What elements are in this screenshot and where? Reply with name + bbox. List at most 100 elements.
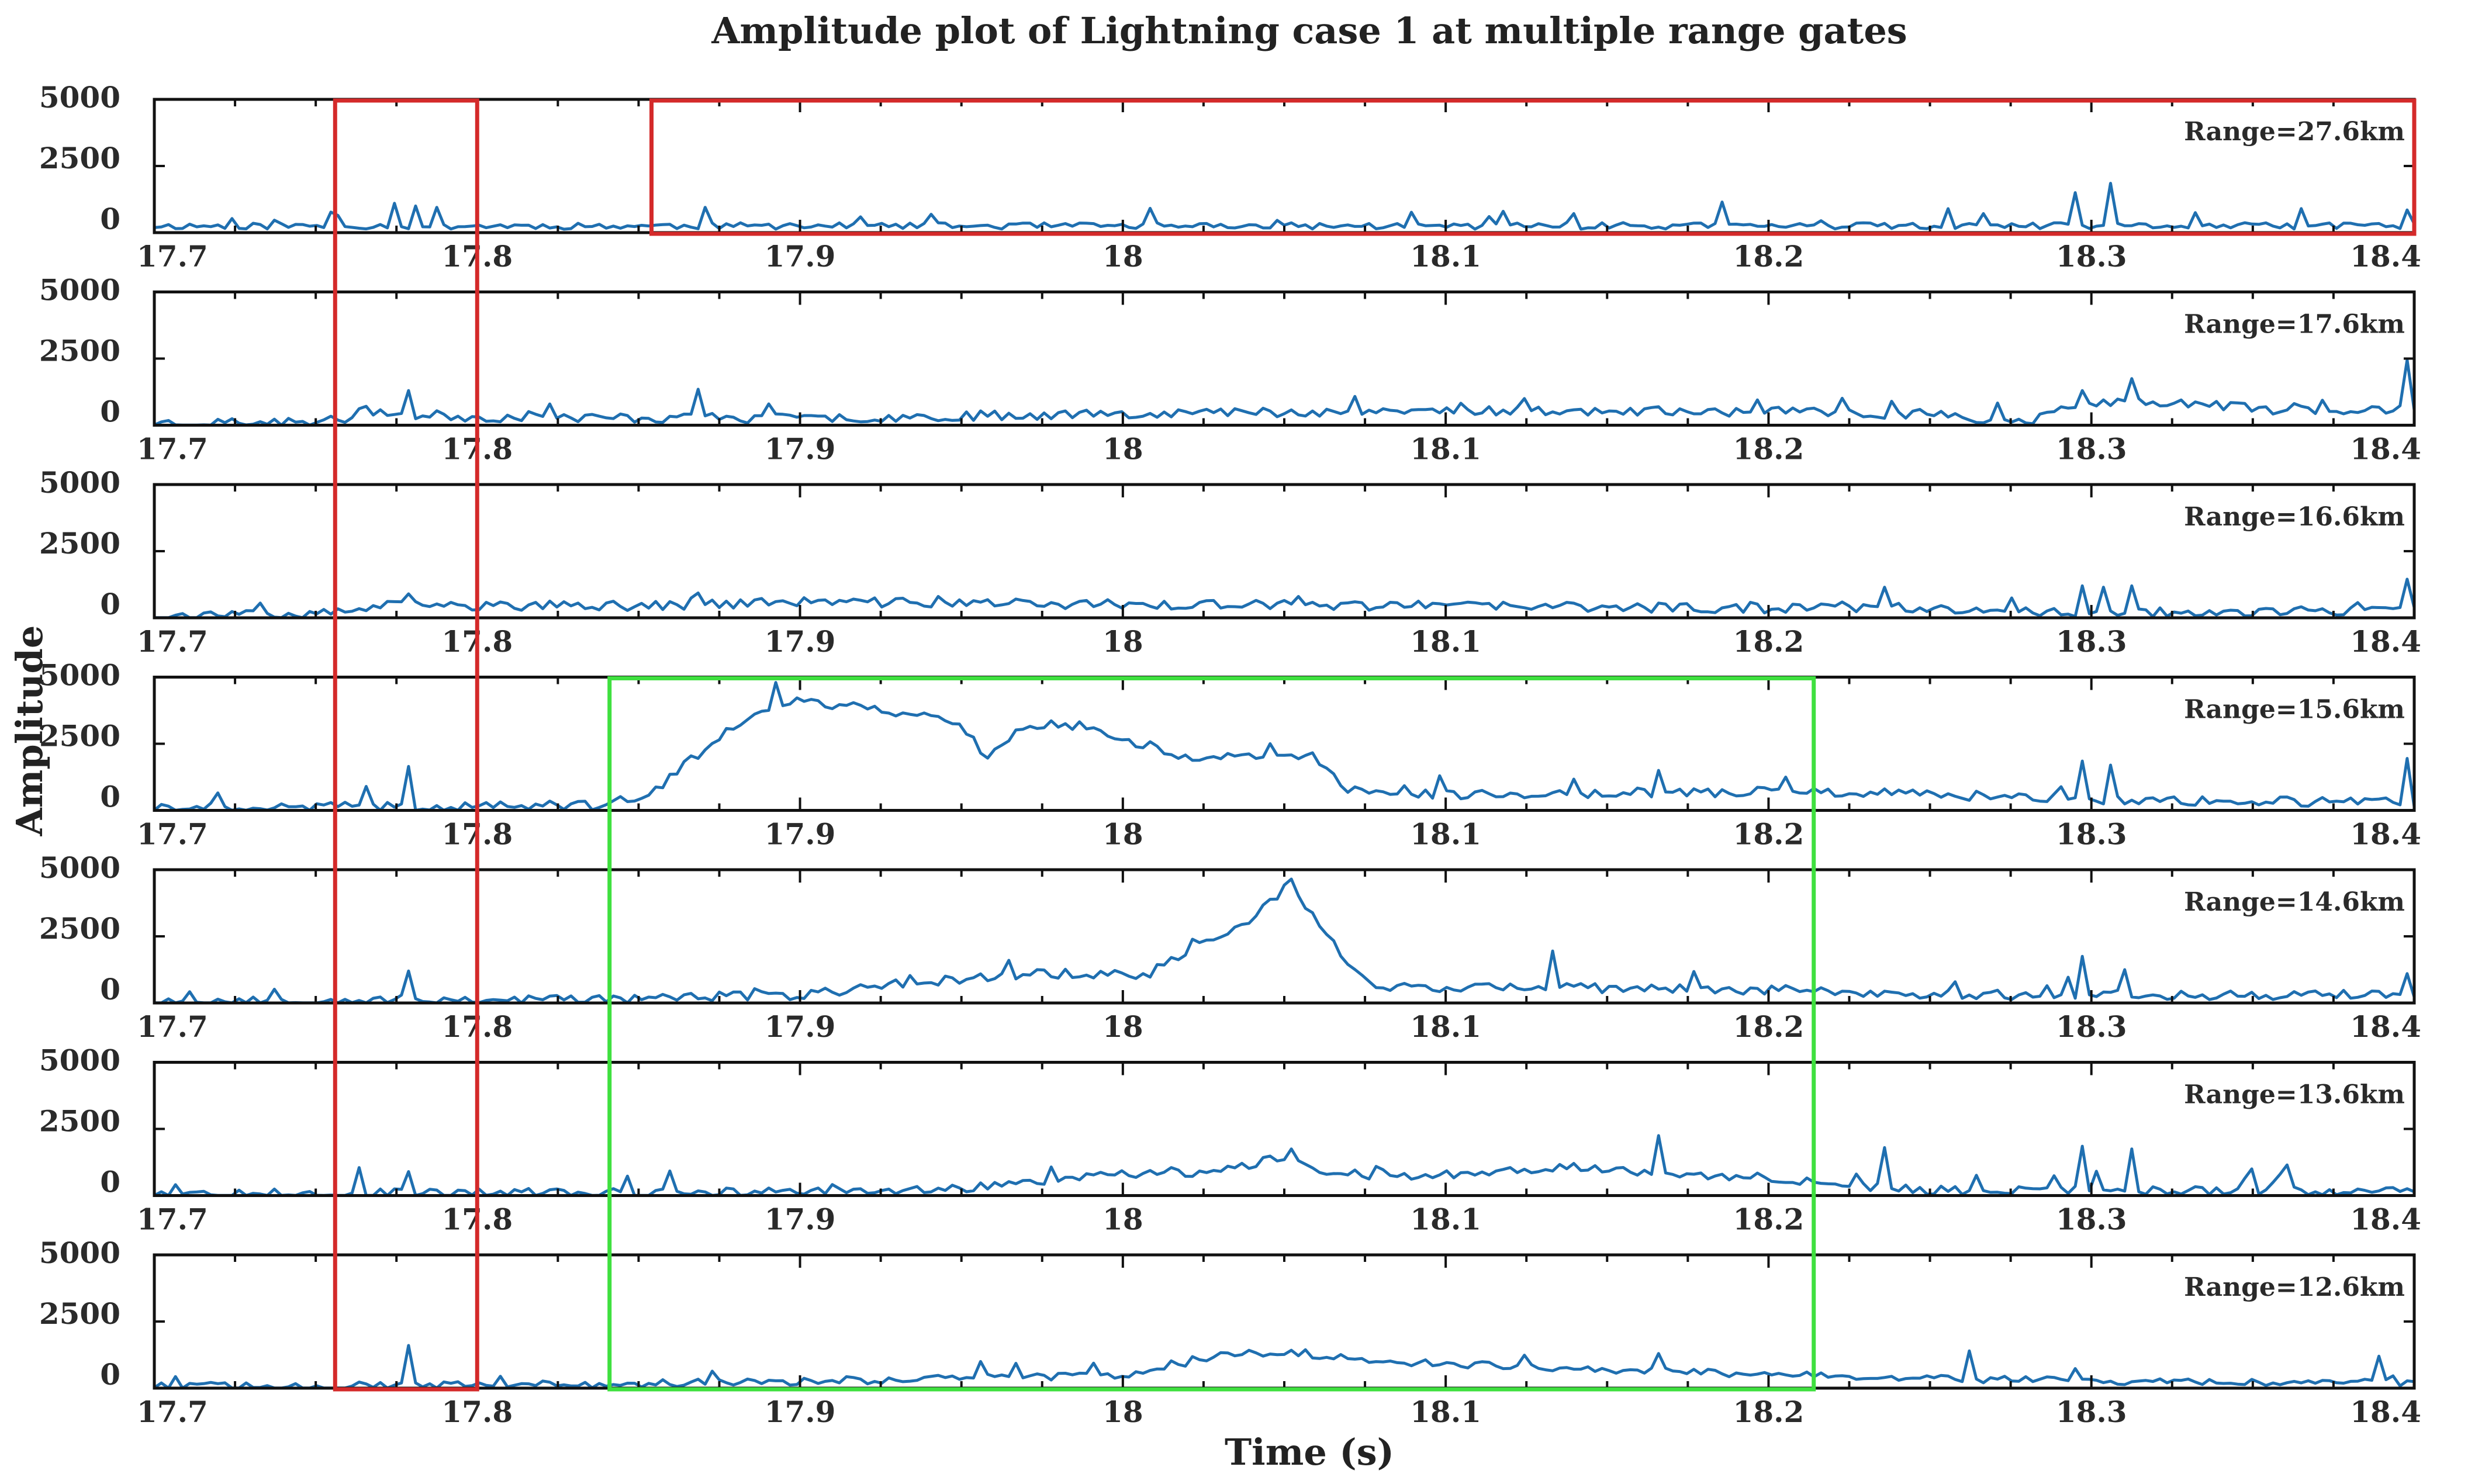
x-tick-label: 18.1 <box>1410 624 1481 659</box>
y-tick-label: 5000 <box>39 1236 120 1270</box>
highlight-box-1 <box>333 98 479 1392</box>
panel-frame <box>153 868 2416 1005</box>
x-tick-label: 17.9 <box>765 239 836 274</box>
x-tick-label: 18 <box>1102 1395 1143 1429</box>
series-line-panel-1 <box>154 182 2416 231</box>
range-label: Range=27.6km <box>2184 117 2405 147</box>
panel-frame <box>153 483 2416 620</box>
x-tick-label: 18.3 <box>2056 1395 2127 1429</box>
y-tick-label: 2500 <box>39 334 120 368</box>
x-tick-label: 18 <box>1102 1202 1143 1237</box>
x-tick-label: 18.1 <box>1410 432 1481 466</box>
y-tick-label: 2500 <box>39 141 120 175</box>
y-tick-label: 2500 <box>39 719 120 753</box>
x-tick-label: 17.7 <box>137 1009 208 1044</box>
highlight-box-3 <box>607 676 1816 1392</box>
x-tick-label: 17.9 <box>765 817 836 852</box>
x-tick-label: 18.1 <box>1410 1202 1481 1237</box>
x-tick-label: 17.7 <box>137 817 208 852</box>
x-tick-label: 18.3 <box>2056 1009 2127 1044</box>
x-tick-label: 17.8 <box>441 1395 513 1429</box>
y-tick-label: 0 <box>100 395 120 429</box>
x-tick-label: 18.1 <box>1410 239 1481 274</box>
y-tick-label: 0 <box>100 1357 120 1392</box>
y-tick-label: 5000 <box>39 1043 120 1078</box>
range-label: Range=13.6km <box>2184 1080 2405 1110</box>
x-tick-label: 18.2 <box>1733 1009 1805 1044</box>
chart-title: Amplitude plot of Lightning case 1 at mu… <box>711 9 1907 52</box>
series-line-panel-3 <box>154 577 2416 620</box>
range-label: Range=16.6km <box>2184 502 2405 532</box>
range-label: Range=17.6km <box>2184 310 2405 340</box>
panel-frame <box>153 98 2416 234</box>
y-tick-label: 2500 <box>39 526 120 561</box>
x-tick-label: 17.7 <box>137 1202 208 1237</box>
y-tick-label: 2500 <box>39 1104 120 1139</box>
x-tick-label: 17.9 <box>765 1202 836 1237</box>
x-tick-label: 18.1 <box>1410 1395 1481 1429</box>
y-tick-label: 2500 <box>39 1296 120 1331</box>
x-axis-label: Time (s) <box>1225 1431 1394 1473</box>
x-tick-label: 17.7 <box>137 432 208 466</box>
x-tick-label: 18 <box>1102 817 1143 852</box>
x-tick-label: 18.2 <box>1733 1395 1805 1429</box>
y-tick-label: 0 <box>100 780 120 814</box>
x-tick-label: 18.3 <box>2056 624 2127 659</box>
range-label: Range=15.6km <box>2184 695 2405 725</box>
x-tick-label: 18.4 <box>2350 624 2421 659</box>
y-tick-label: 5000 <box>39 850 120 885</box>
series-line-panel-7 <box>153 1344 2415 1390</box>
highlight-box-2 <box>649 98 2417 236</box>
x-tick-label: 17.9 <box>765 432 836 466</box>
x-tick-label: 18 <box>1102 624 1143 659</box>
x-tick-label: 18.4 <box>2350 1202 2421 1237</box>
y-tick-label: 0 <box>100 587 120 621</box>
y-tick-label: 5000 <box>39 465 120 500</box>
y-tick-label: 5000 <box>39 658 120 693</box>
series-line-panel-6 <box>153 1134 2415 1197</box>
x-tick-label: 18 <box>1102 432 1143 466</box>
x-tick-label: 18.4 <box>2350 432 2421 466</box>
y-axis-label: Amplitude <box>8 625 51 837</box>
x-tick-label: 17.7 <box>137 239 208 274</box>
x-tick-label: 18.3 <box>2056 1202 2127 1237</box>
x-tick-label: 18.2 <box>1733 239 1805 274</box>
y-tick-label: 5000 <box>39 273 120 307</box>
x-tick-label: 17.9 <box>765 1009 836 1044</box>
x-tick-label: 18.2 <box>1733 432 1805 466</box>
x-tick-label: 18.2 <box>1733 1202 1805 1237</box>
x-tick-label: 17.9 <box>765 1395 836 1429</box>
x-tick-label: 17.7 <box>137 1395 208 1429</box>
x-tick-label: 17.9 <box>765 624 836 659</box>
range-label: Range=12.6km <box>2184 1272 2405 1302</box>
x-tick-label: 18.4 <box>2350 817 2421 852</box>
y-tick-label: 0 <box>100 1165 120 1199</box>
x-tick-label: 18.3 <box>2056 817 2127 852</box>
range-label: Range=14.6km <box>2184 887 2405 917</box>
x-tick-label: 18.4 <box>2350 1009 2421 1044</box>
x-tick-label: 17.7 <box>137 624 208 659</box>
x-tick-label: 18.1 <box>1410 1009 1481 1044</box>
y-tick-label: 0 <box>100 972 120 1006</box>
x-tick-label: 18.4 <box>2350 1395 2421 1429</box>
panels: 0 2500 5000 17.7 17.8 17.9 18 18.1 18.2 18.3 18.4 R… <box>39 80 2421 1429</box>
panel-frame <box>153 1061 2416 1197</box>
x-tick-label: 18 <box>1102 239 1143 274</box>
y-tick-label: 2500 <box>39 911 120 946</box>
x-tick-label: 18.3 <box>2056 239 2127 274</box>
x-tick-label: 18 <box>1102 1009 1143 1044</box>
x-tick-label: 18.3 <box>2056 432 2127 466</box>
highlight-boxes <box>333 98 2417 1392</box>
y-tick-label: 0 <box>100 202 120 236</box>
series-line-panel-2 <box>153 358 2416 427</box>
panel-7: 0 2500 5000 17.7 17.8 17.9 18 18.1 18.2 18.3 18.4 R… <box>39 1236 2421 1429</box>
series-line-panel-4 <box>153 681 2416 812</box>
x-tick-label: 18.4 <box>2350 239 2421 274</box>
